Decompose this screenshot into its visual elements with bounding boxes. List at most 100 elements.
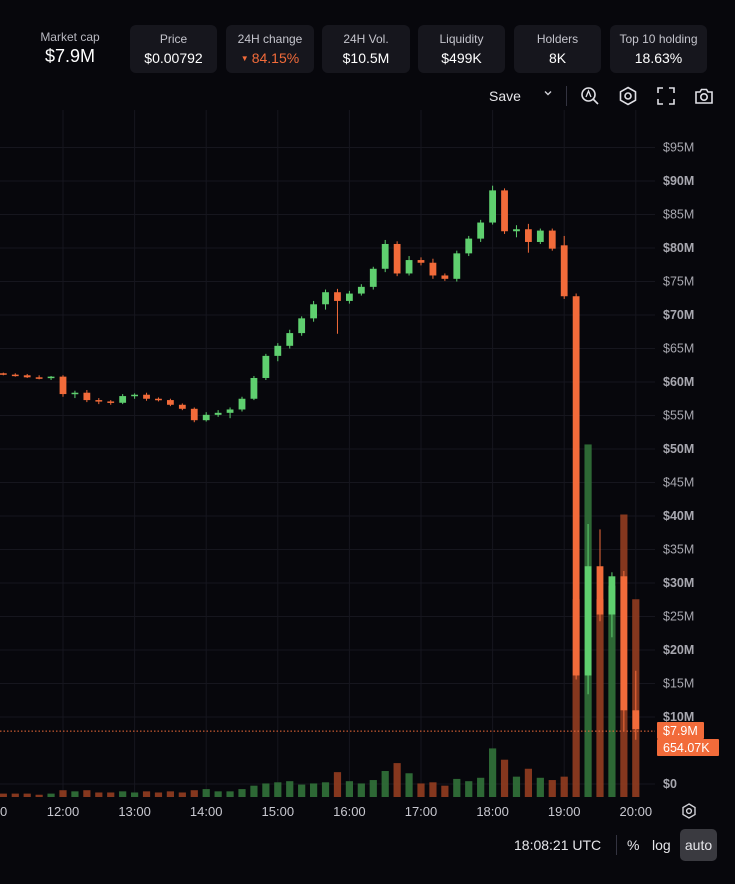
candle [167, 398, 174, 407]
candle-body [441, 275, 449, 279]
candle [441, 273, 449, 281]
candle [119, 394, 127, 405]
stat-value: 8K [548, 50, 567, 66]
volume-bar [489, 748, 497, 797]
axis-settings-icon[interactable] [682, 803, 696, 819]
candle-body [178, 404, 186, 409]
candle-body [381, 243, 389, 269]
axis-settings-shape [682, 803, 696, 819]
volume-bar [536, 777, 544, 797]
candle-body [393, 243, 401, 274]
candle [525, 223, 532, 253]
candle [238, 396, 246, 412]
save-dropdown-chevron-down-icon[interactable] [543, 88, 553, 101]
candle-body [250, 377, 258, 399]
candle-body [11, 374, 19, 377]
candle-body [107, 401, 115, 403]
stat-value-text: 84.15% [251, 50, 300, 66]
candle-body [226, 409, 234, 413]
x-tick-label: 13:00 [118, 804, 151, 819]
candle [608, 572, 616, 638]
y-tick-label: $15M [663, 677, 694, 691]
market-cap-label: Market cap [40, 30, 100, 44]
volume-bar [465, 781, 473, 797]
candle-body [95, 400, 103, 402]
candle [178, 403, 186, 411]
volume-bar [35, 794, 43, 797]
stat-label: 24H change [237, 32, 303, 46]
candle [226, 407, 234, 419]
volume-bar [47, 793, 55, 797]
volume-bar [178, 792, 186, 797]
candle [489, 185, 496, 225]
candle [286, 329, 294, 349]
candle-body [71, 392, 79, 395]
candle-body [131, 394, 138, 397]
candle [95, 398, 103, 405]
candle [536, 228, 544, 244]
percent-scale-toggle[interactable]: % [627, 837, 640, 853]
volume-bar [286, 781, 294, 797]
camera-icon[interactable] [693, 85, 715, 107]
candle [357, 284, 365, 296]
candle-body [513, 229, 520, 232]
candle [71, 390, 79, 399]
x-tick-label: 20:00 [620, 804, 653, 819]
log-scale-toggle[interactable]: log [652, 837, 671, 853]
candle [322, 289, 329, 310]
volume-bar [429, 782, 437, 797]
y-tick-label: $60M [663, 375, 694, 389]
last-price-badge [657, 722, 704, 739]
candle-body [214, 412, 222, 415]
volume-bar [298, 784, 306, 797]
candle-body [465, 238, 473, 254]
candle-body [334, 292, 341, 301]
candle [560, 235, 568, 299]
fullscreen-icon[interactable] [655, 85, 677, 107]
x-tick-label: 12:00 [47, 804, 80, 819]
last-volume-badge [657, 739, 719, 756]
candle-body [560, 245, 568, 297]
price-chart[interactable]: $95M $90M $85M $80M $75M $70M $65M $60M $55M $50M… [0, 110, 735, 824]
volume-bar [512, 776, 521, 797]
settings-icon[interactable] [617, 85, 639, 107]
candle [274, 343, 282, 362]
candle-body [453, 253, 461, 279]
volume-bar [548, 780, 556, 797]
utc-clock: 18:08:21 UTC [514, 837, 602, 853]
stat-value: ▼ 84.15% [226, 50, 314, 66]
x-tick-label: 16:00 [333, 804, 366, 819]
candle-body [584, 566, 592, 676]
x-tick-label: 15:00 [262, 804, 295, 819]
candle [572, 293, 580, 680]
candle [417, 257, 425, 266]
candle [190, 407, 198, 423]
stats-bar: Market cap $7.9M Price $0.00792 24H chan… [0, 25, 735, 73]
save-button[interactable]: Save [489, 88, 521, 104]
candle-body [346, 293, 353, 301]
candle [501, 188, 508, 234]
candle [393, 241, 401, 277]
volume-bar [119, 791, 127, 797]
auto-scale-toggle[interactable]: auto [680, 829, 717, 861]
candle-body [608, 576, 616, 615]
candle [548, 228, 556, 251]
indicator-icon[interactable] [579, 85, 601, 107]
candle-body [143, 394, 150, 399]
y-tick-label: $80M [663, 241, 694, 255]
down-arrow-icon: ▼ [240, 54, 249, 63]
volume-bar [142, 791, 151, 797]
candle-body [369, 268, 377, 287]
candle-body [286, 333, 294, 346]
x-tick-label: 14:00 [190, 804, 223, 819]
volume-bar [441, 785, 449, 797]
volume-bar [560, 776, 568, 797]
stat-label: Price [159, 32, 188, 46]
volume-bar [11, 793, 19, 797]
candle-body [274, 345, 282, 356]
x-tick-label: 17:00 [405, 804, 438, 819]
y-tick-label: $50M [663, 442, 694, 456]
stat-value: $10.5M [342, 50, 390, 66]
volume-bar [190, 790, 198, 797]
stat-24h-change: 24H change ▼ 84.15% [226, 25, 314, 73]
